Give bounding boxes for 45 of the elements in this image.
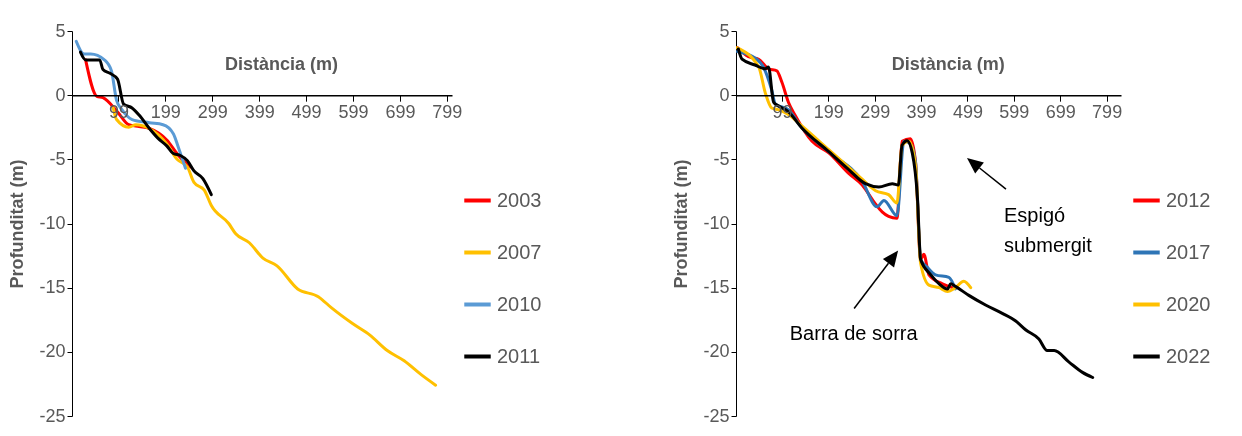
y-tick-label: -15 <box>703 277 730 298</box>
y-tick-label: 0 <box>55 84 66 105</box>
y-tick-label: -10 <box>39 213 66 233</box>
line-series <box>74 39 188 170</box>
y-axis-title: Profunditat (m) <box>671 159 692 289</box>
x-tick-label: 799 <box>1092 101 1123 122</box>
x-tick-label: 399 <box>244 101 275 122</box>
y-tick-label: -5 <box>49 148 66 169</box>
y-tick-label: 5 <box>719 20 730 41</box>
y-tick-label: -25 <box>703 405 730 426</box>
y-tick-label: -5 <box>713 148 730 169</box>
y-axis-title: Profunditat (m) <box>7 159 28 289</box>
y-tick-label: 5 <box>55 20 66 41</box>
x-tick-label: 99 <box>108 101 129 122</box>
legend-label: 2003 <box>497 188 542 211</box>
x-tick-label: 499 <box>291 101 322 122</box>
annotation: Barra de sorra <box>789 322 919 345</box>
legend-label: 2011 <box>497 344 541 367</box>
legend-label: 2022 <box>1166 344 1211 367</box>
x-tick-label: 199 <box>150 101 181 122</box>
y-tick-label: -20 <box>39 341 66 362</box>
legend-label: 2007 <box>497 240 542 263</box>
legend-label: 2010 <box>497 292 542 315</box>
x-tick-label: 799 <box>432 101 463 122</box>
legend-label: 2020 <box>1166 292 1211 315</box>
y-tick-label: -15 <box>39 277 66 298</box>
x-tick-label: 699 <box>385 101 416 122</box>
x-tick-label: 599 <box>338 101 369 122</box>
x-tick-label: 99 <box>772 101 793 122</box>
y-tick-label: -25 <box>39 405 66 426</box>
x-tick-label: 299 <box>860 101 891 122</box>
annotation: Espigó submergit <box>1004 204 1093 257</box>
x-tick-label: 399 <box>906 101 937 122</box>
x-axis-title: Distància (m) <box>224 53 339 74</box>
y-tick-label: -10 <box>703 213 730 233</box>
x-axis-title: Distància (m) <box>891 53 1005 74</box>
x-tick-label: 199 <box>813 101 844 122</box>
y-tick-label: -20 <box>703 341 730 362</box>
x-tick-label: 599 <box>999 101 1030 122</box>
x-tick-label: 299 <box>197 101 228 122</box>
legend-label: 2012 <box>1166 188 1211 211</box>
legend-label: 2017 <box>1166 240 1211 263</box>
x-tick-label: 699 <box>1045 101 1076 122</box>
y-tick-label: 0 <box>719 84 730 105</box>
x-tick-label: 499 <box>952 101 983 122</box>
